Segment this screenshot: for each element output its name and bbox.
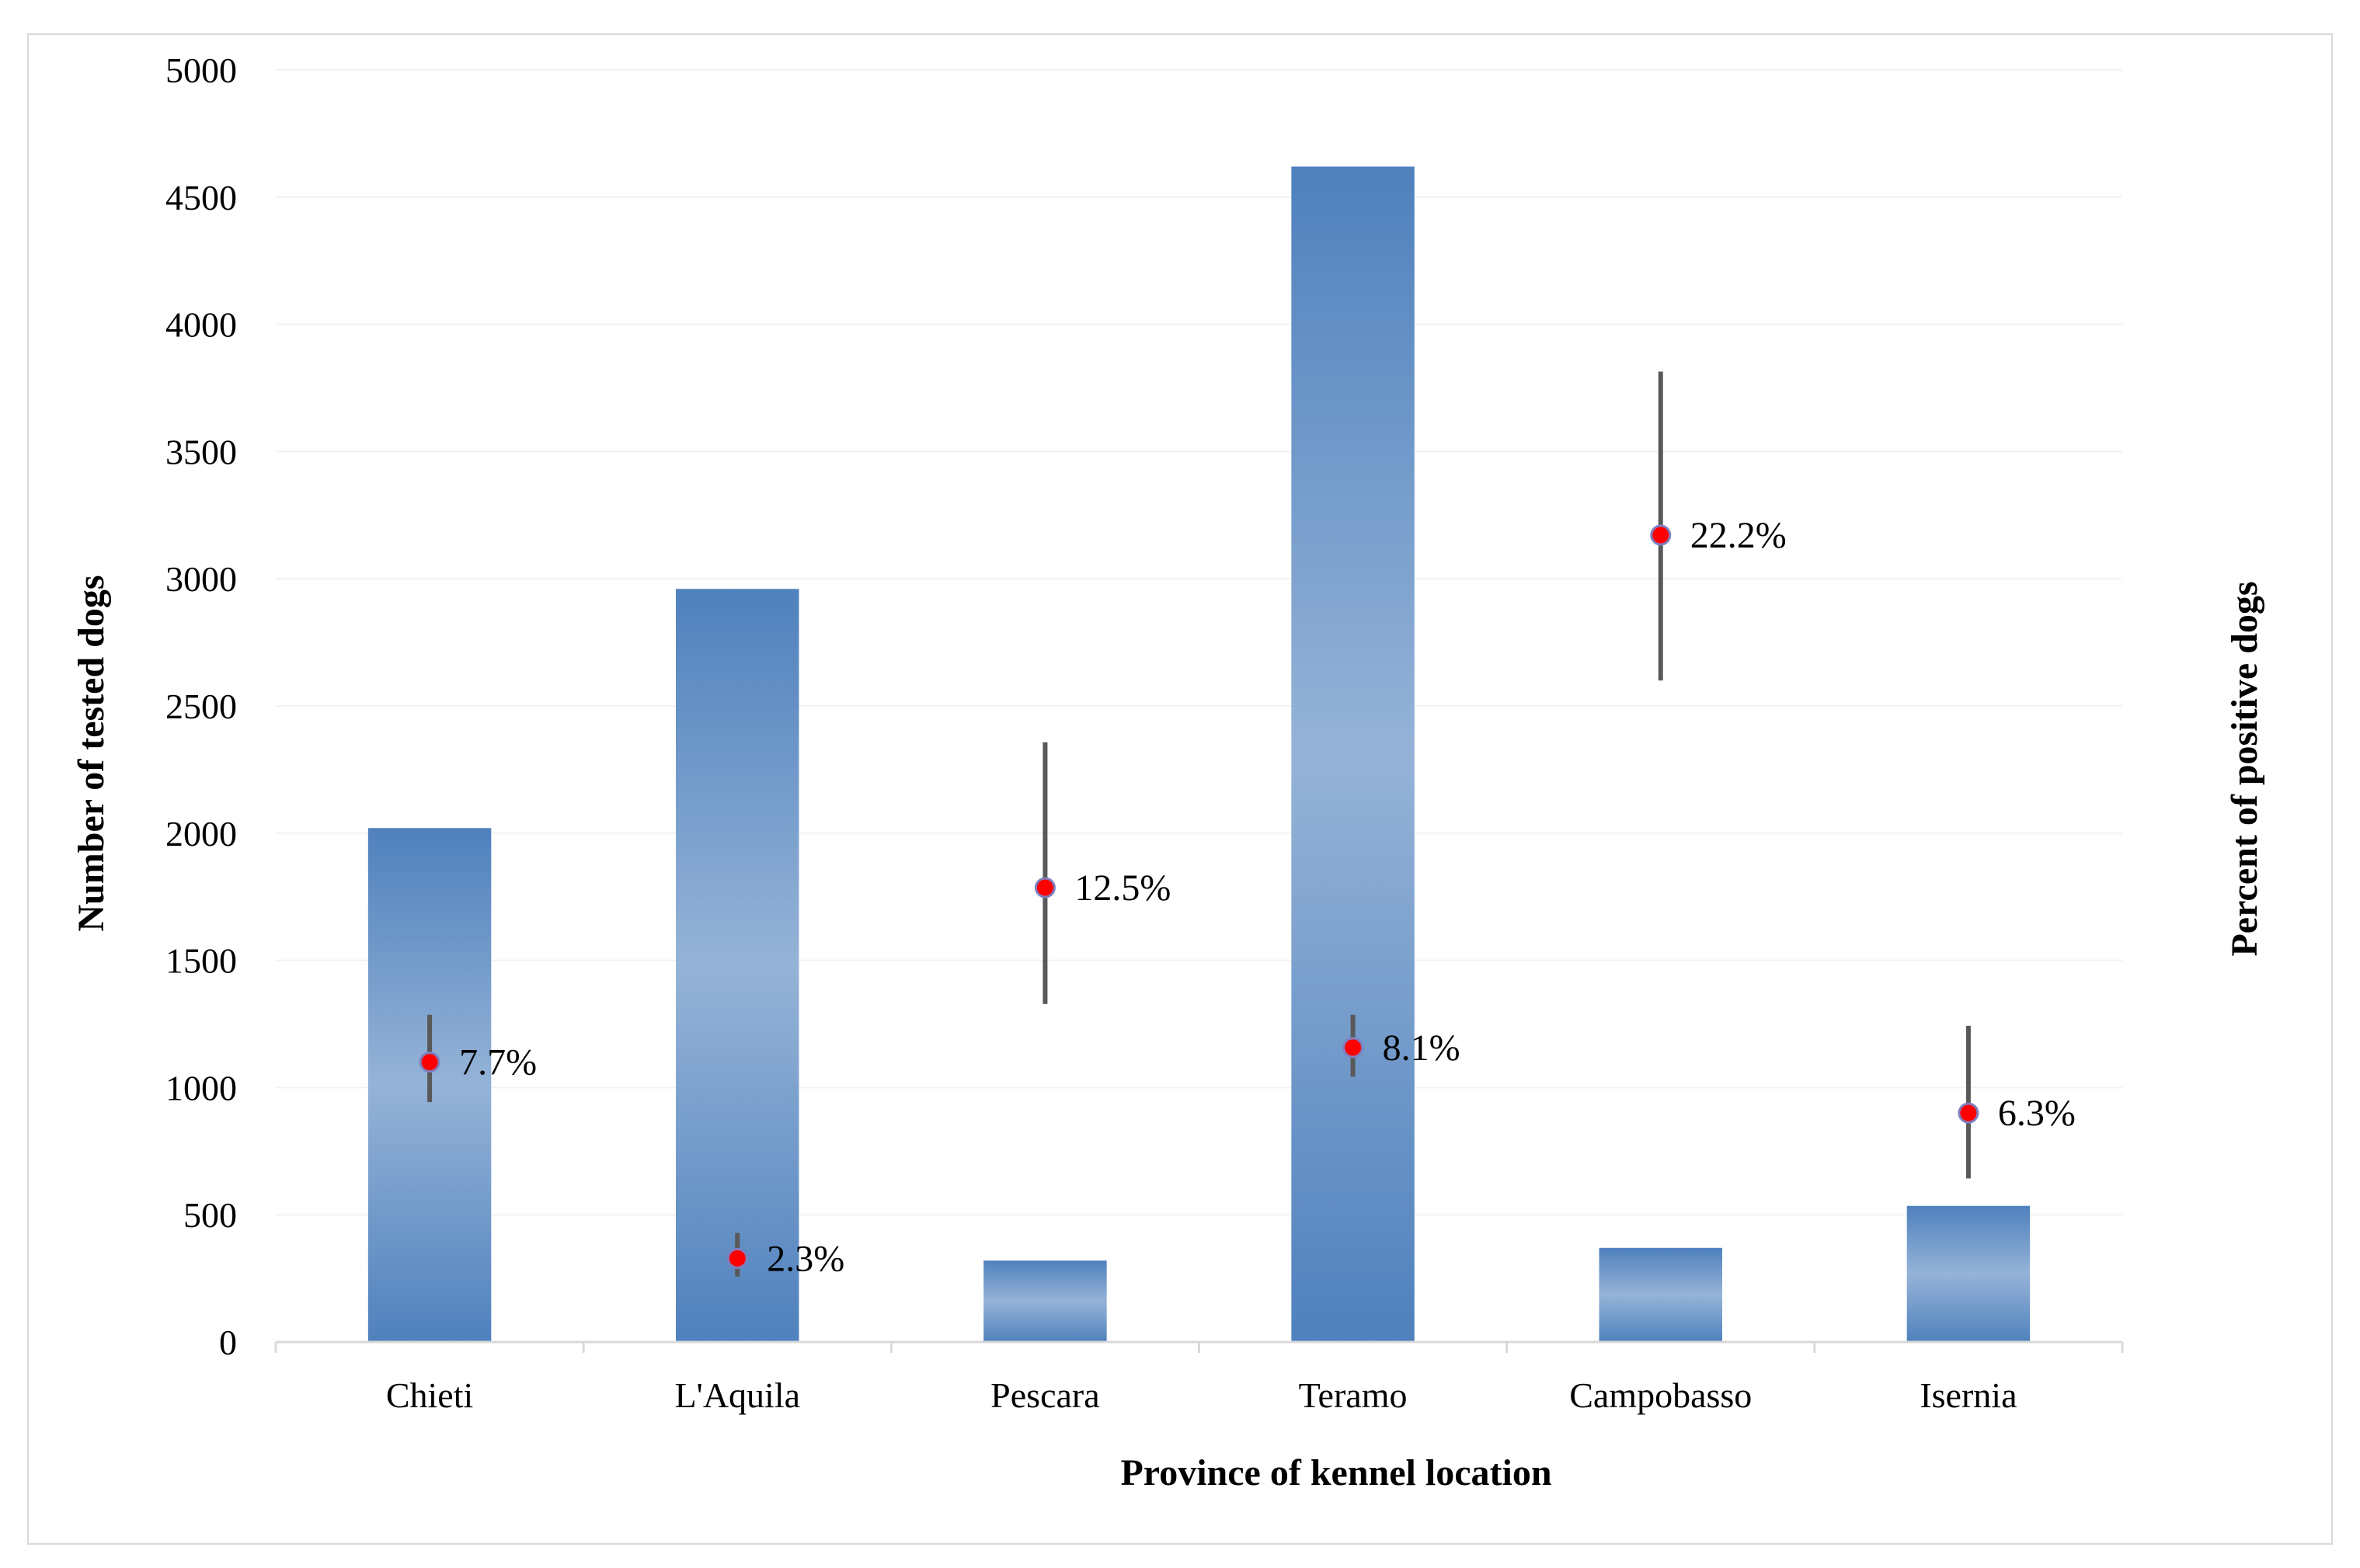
y-tick-label: 4500: [165, 178, 237, 217]
percent-point: [1958, 1102, 1979, 1124]
y-tick-label: 0: [219, 1323, 237, 1362]
y-tick-label: 2000: [165, 814, 237, 854]
bar-teramo: [1291, 166, 1415, 1342]
bar-pescara: [983, 1260, 1107, 1342]
y-tick-label: 5000: [165, 50, 237, 90]
percent-label: 7.7%: [459, 1042, 537, 1083]
percent-point: [1342, 1037, 1364, 1059]
x-tick-label: Teramo: [1299, 1375, 1408, 1415]
x-tick-label: Pescara: [990, 1375, 1099, 1415]
y-tick-label: 3500: [165, 432, 237, 471]
y-tick-label: 2500: [165, 687, 237, 726]
y-tick-label: 3000: [165, 559, 237, 599]
bar-laquila: [676, 589, 799, 1342]
percent-label: 22.2%: [1690, 515, 1787, 556]
y2-axis-title: Percent of positive dogs: [2224, 581, 2265, 956]
x-tick-label: Chieti: [386, 1375, 473, 1415]
y-axis-title: Number of tested dogs: [71, 575, 112, 931]
bar-isernia: [1906, 1205, 2031, 1342]
percent-label: 6.3%: [1998, 1093, 2076, 1134]
percent-point: [1650, 524, 1672, 546]
y-tick-label: 4000: [165, 305, 237, 345]
y-tick-label: 1500: [165, 941, 237, 981]
x-tick-label: Campobasso: [1569, 1375, 1752, 1415]
y-tick-label: 1000: [165, 1068, 237, 1107]
x-tick-label: Isernia: [1920, 1375, 2017, 1415]
percent-point: [1034, 877, 1056, 899]
percent-point: [726, 1247, 748, 1269]
x-axis-title: Province of kennel location: [1120, 1452, 1551, 1493]
percent-label: 2.3%: [767, 1238, 844, 1279]
x-tick-label: L'Aquila: [674, 1375, 800, 1415]
percent-label: 12.5%: [1074, 867, 1171, 909]
percent-label: 8.1%: [1383, 1027, 1460, 1069]
bar-campobasso: [1599, 1247, 1722, 1342]
y-tick-label: 500: [183, 1195, 237, 1235]
percent-point: [419, 1052, 440, 1073]
